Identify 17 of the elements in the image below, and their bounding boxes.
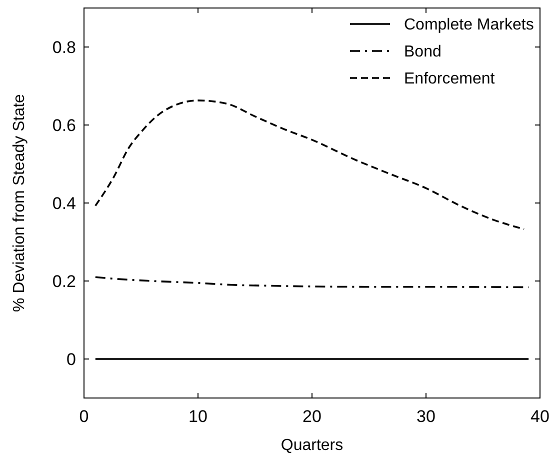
legend-label: Complete Markets: [404, 16, 534, 34]
x-tick-label: 10: [188, 407, 208, 426]
x-tick-label: 40: [530, 407, 550, 426]
legend-label: Enforcement: [404, 70, 496, 88]
y-tick-label: 0.6: [52, 116, 76, 135]
x-axis-title: Quarters: [280, 437, 344, 454]
x-tick-label: 0: [79, 407, 89, 426]
y-tick-label: 0: [66, 350, 76, 369]
y-tick-label: 0.4: [52, 194, 76, 213]
line-series: [94, 100, 525, 230]
y-axis-title: % Deviation from Steady State: [11, 94, 28, 312]
x-tick-label: 20: [302, 407, 322, 426]
legend-label: Bond: [404, 44, 442, 61]
y-tick-label: 0.8: [52, 38, 76, 57]
x-tick-label: 30: [416, 407, 436, 426]
line-series: [94, 276, 530, 288]
y-tick-label: 0.2: [52, 272, 76, 291]
